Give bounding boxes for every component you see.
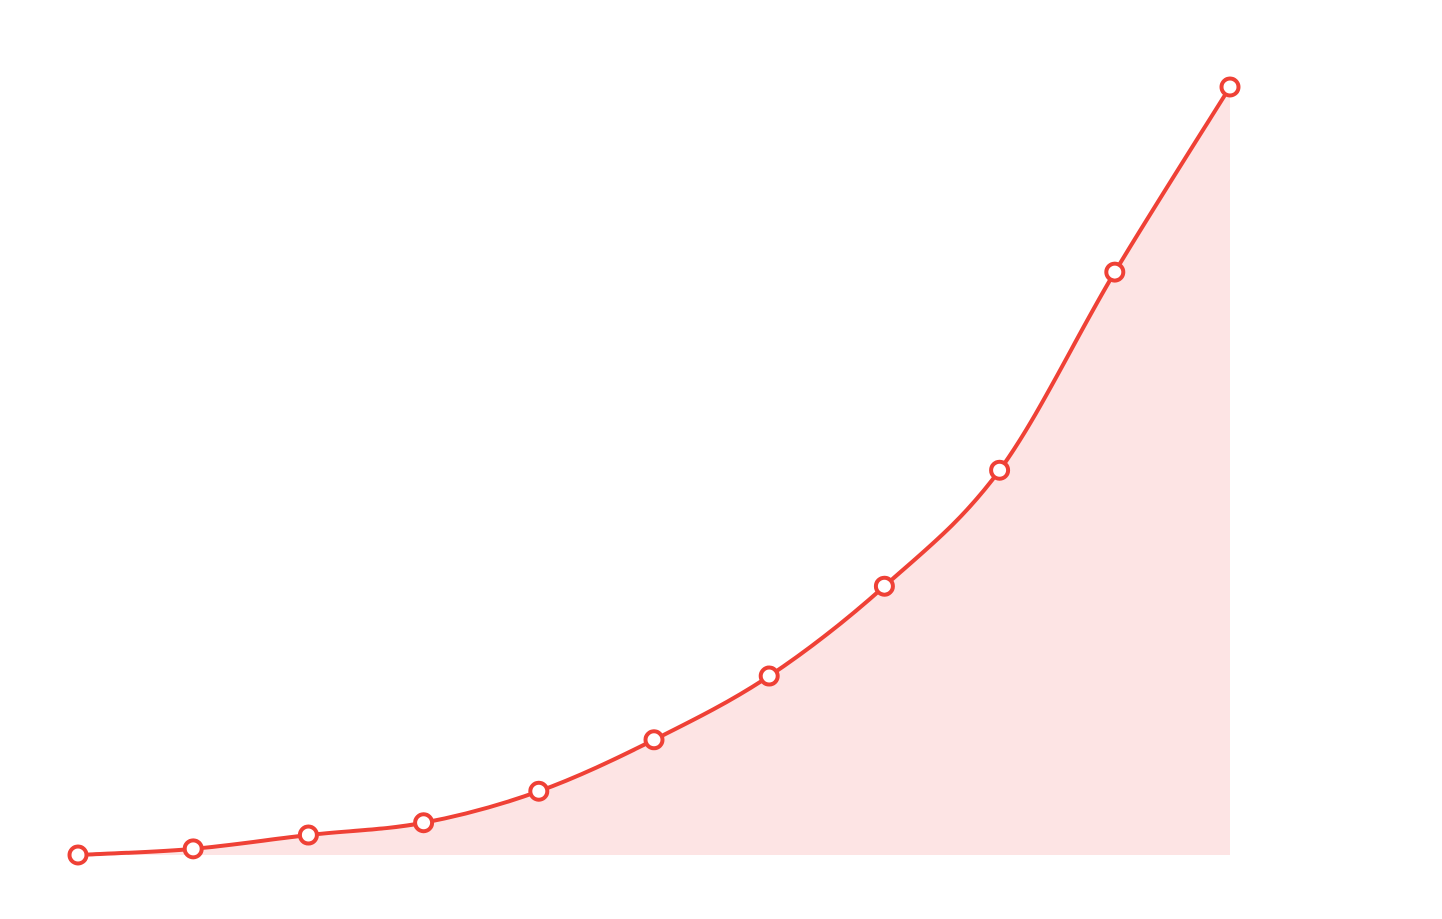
point-marker [873, 575, 895, 597]
point-marker [297, 824, 319, 846]
point-marker [1104, 261, 1126, 283]
point-marker [643, 729, 665, 751]
point-marker [528, 780, 550, 802]
point-marker [413, 812, 435, 834]
point-marker [989, 459, 1011, 481]
point-marker [67, 844, 89, 866]
area-fill [78, 87, 1230, 855]
point-marker [1219, 76, 1241, 98]
point-marker [182, 838, 204, 860]
point-marker [758, 665, 780, 687]
